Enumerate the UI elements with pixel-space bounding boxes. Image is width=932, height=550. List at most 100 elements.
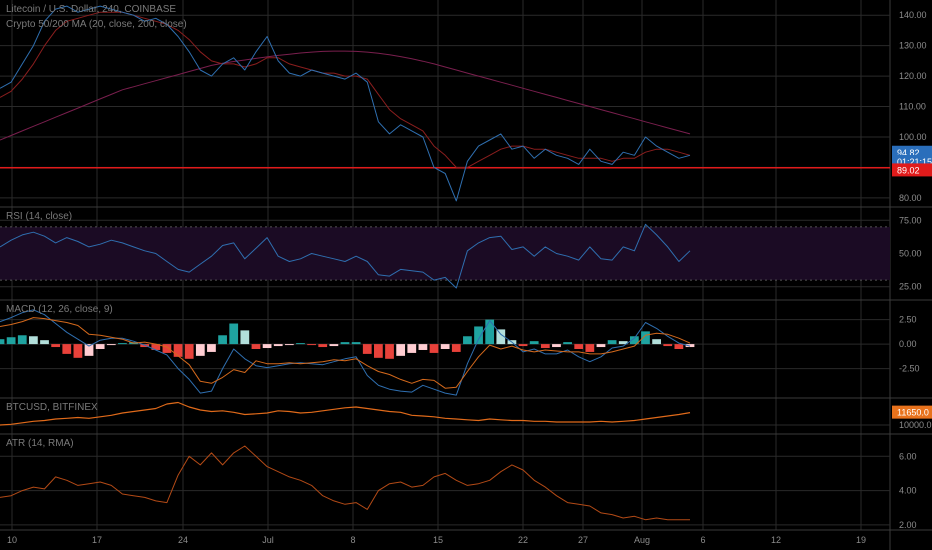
x-tick-label: Aug (634, 535, 650, 545)
y-tick-label: 2.00 (899, 520, 917, 530)
macd-histogram-bar (618, 341, 628, 345)
macd-histogram-bar (396, 344, 406, 356)
y-tick-label: 2.50 (899, 315, 917, 325)
x-tick-label: 10 (7, 535, 17, 545)
y-tick-label: -2.50 (899, 364, 920, 374)
macd-histogram-bar (184, 344, 194, 359)
macd-histogram-bar (240, 330, 250, 345)
ma-200-line (0, 50, 691, 141)
ma-20-line (0, 11, 691, 168)
macd-histogram-bar (195, 344, 205, 356)
x-tick-label: 22 (518, 535, 528, 545)
price-axis[interactable]: 140.00130.00120.00110.00100.0090.0080.00… (892, 10, 932, 530)
rsi-line (0, 223, 691, 289)
macd-histogram-bar (296, 343, 305, 345)
y-tick-label: 140.00 (899, 10, 927, 20)
macd-histogram-bar (596, 344, 606, 348)
macd-histogram-bar (496, 329, 506, 345)
macd-histogram-bar (607, 340, 617, 345)
macd-histogram-bar (629, 336, 639, 345)
macd-histogram-bar (340, 342, 350, 345)
y-tick-label: 6.00 (899, 451, 917, 461)
x-tick-label: 17 (92, 535, 102, 545)
atr-indicator-title[interactable]: ATR (14, RMA) (6, 438, 74, 449)
price-badge-2-bg (892, 163, 932, 177)
macd-histogram-bar (151, 344, 161, 350)
macd-histogram-bar (563, 342, 572, 345)
time-axis[interactable]: 10 17 24 Jul 8 15 22 27 Aug 6 12 19 (7, 535, 866, 545)
macd-histogram-bar (73, 344, 83, 358)
macd-signal-line (0, 317, 691, 389)
macd-histogram-bar (374, 344, 383, 358)
btc-price-badge-bg (892, 405, 932, 419)
macd-histogram-bar (429, 344, 439, 353)
y-tick-label: 110.00 (899, 102, 926, 112)
rsi-overbought-oversold-band (0, 226, 890, 281)
y-tick-label: 10000.0 (899, 420, 932, 430)
macd-histogram-bar (318, 344, 328, 348)
btc-compare-title[interactable]: BTCUSD, BITFINEX (6, 402, 98, 413)
y-tick-label: 130.00 (899, 41, 927, 51)
y-tick-label: 75.00 (899, 215, 922, 225)
macd-histogram-bar (685, 344, 695, 348)
macd-histogram-bar (663, 344, 673, 347)
macd-histogram-bar (106, 344, 116, 346)
macd-histogram-bar (440, 344, 450, 349)
rsi-indicator-title[interactable]: RSI (14, close) (6, 211, 73, 222)
macd-histogram-bar (485, 319, 495, 345)
y-tick-label: 50.00 (899, 249, 922, 259)
macd-histogram-bar (207, 344, 216, 352)
y-tick-label: 100.00 (899, 132, 927, 142)
macd-histogram-bar (251, 344, 261, 349)
macd-histogram-bar (62, 344, 72, 354)
macd-histogram-bar (641, 331, 650, 345)
macd-histogram-bar (329, 344, 339, 347)
x-tick-label: 12 (771, 535, 781, 545)
macd-histogram-bar (463, 336, 472, 345)
macd-histogram-bar (574, 344, 584, 349)
x-tick-label: 15 (433, 535, 443, 545)
macd-histogram-bar (518, 344, 528, 347)
ma-indicator-title[interactable]: Crypto 50/200 MA (20, close, 200, close) (6, 19, 187, 30)
y-tick-label: 80.00 (899, 193, 922, 203)
atr-line (0, 445, 690, 521)
macd-histogram-bar (351, 342, 361, 345)
macd-histogram-bar (40, 340, 49, 345)
y-tick-label: 25.00 (899, 282, 922, 292)
macd-histogram-bar (273, 344, 283, 347)
macd-histogram-bar (51, 344, 61, 348)
x-tick-label: 24 (178, 535, 188, 545)
macd-histogram-bar (17, 335, 27, 345)
btcusd-line (0, 401, 691, 426)
x-tick-label: Jul (262, 535, 274, 545)
price-badge-0: 94.82 (897, 148, 920, 158)
symbol-title[interactable]: Litecoin / U.S. Dollar, 240, COINBASE (6, 4, 177, 15)
macd-histogram-bar (529, 341, 539, 345)
macd-histogram-bar (552, 344, 561, 348)
macd-histogram-bar (418, 344, 428, 350)
macd-histogram-bar (652, 339, 661, 345)
macd-histogram-bar (29, 336, 38, 345)
macd-histogram-bar (674, 344, 684, 349)
macd-histogram-bar (173, 344, 183, 357)
series-layer (0, 5, 890, 521)
macd-indicator-title[interactable]: MACD (12, 26, close, 9) (6, 304, 113, 315)
x-tick-label: 8 (350, 535, 355, 545)
price-badge-1: 01:21:15 (897, 157, 932, 167)
x-tick-label: 19 (856, 535, 866, 545)
macd-histogram-bar (0, 339, 5, 345)
macd-histogram-bar (95, 344, 105, 349)
macd-histogram-bar (451, 344, 461, 352)
macd-histogram-bar (362, 344, 372, 354)
macd-histogram-bar (307, 344, 316, 346)
macd-histogram-bar (385, 344, 394, 359)
macd-histogram-bar (540, 344, 550, 349)
macd-histogram-bar (229, 323, 239, 345)
x-tick-label: 27 (578, 535, 588, 545)
price-badge-2: 89.02 (897, 165, 920, 175)
y-tick-label: 4.00 (899, 486, 917, 496)
y-tick-label: 0.00 (899, 339, 917, 349)
btc-price-badge: 11650.0 (897, 408, 929, 418)
macd-histogram-bar (407, 344, 417, 353)
